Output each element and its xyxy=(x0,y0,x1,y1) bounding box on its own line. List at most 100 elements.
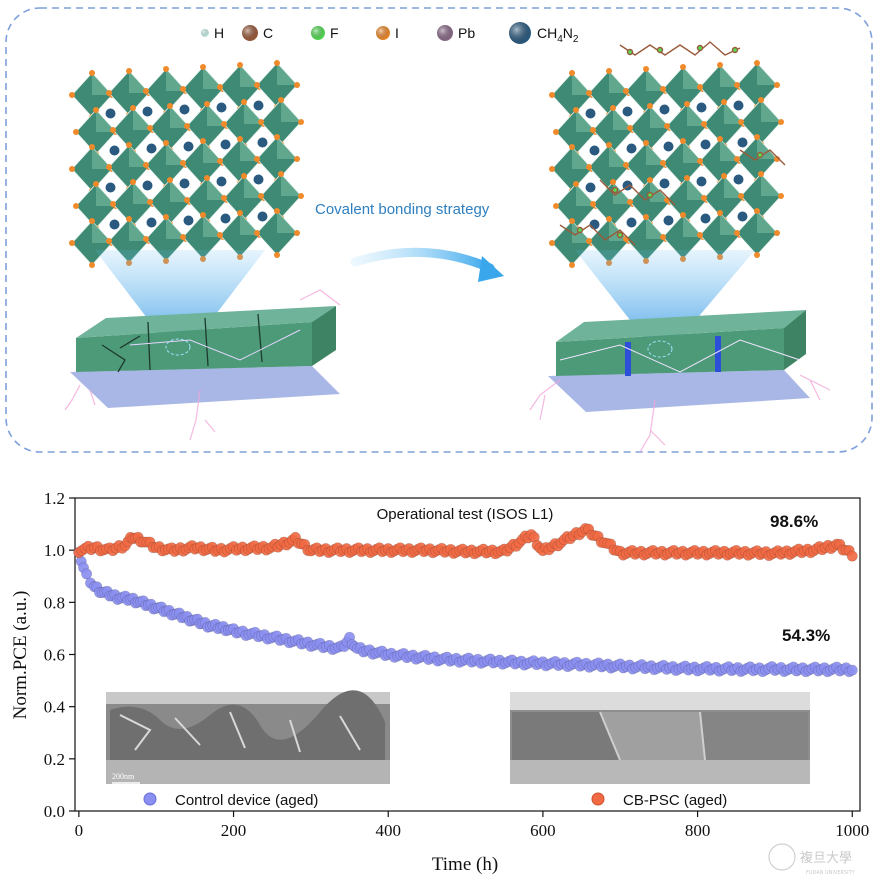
iodine-atom xyxy=(217,84,223,90)
y-tick-label: 0.6 xyxy=(44,646,65,665)
chart-legend: Control device (aged) CB-PSC (aged) xyxy=(143,792,727,809)
iodine-atom xyxy=(697,84,703,90)
iodine-atom xyxy=(130,105,136,111)
fa-cation xyxy=(626,143,637,154)
iodine-atom xyxy=(241,99,247,105)
fa-cation xyxy=(142,180,153,191)
fa-cation xyxy=(105,182,116,193)
legend-label-c: C xyxy=(263,25,273,41)
iodine-atom xyxy=(217,158,223,164)
fluorine-atom xyxy=(611,186,619,194)
iodine-atom xyxy=(258,193,264,199)
sem-inset-control: 200nm xyxy=(106,690,390,784)
iodine-atom xyxy=(754,252,760,258)
university-seal xyxy=(768,843,796,871)
legend-marker-control xyxy=(143,792,157,806)
fa-cation xyxy=(659,104,670,115)
iodine-atom xyxy=(697,158,703,164)
fluorine-atom xyxy=(731,46,739,54)
iodine-atom xyxy=(664,123,670,129)
y-tick-label: 0.2 xyxy=(44,750,65,769)
iodine-atom xyxy=(643,214,649,220)
iodine-atom xyxy=(163,140,169,146)
legend-label-i: I xyxy=(395,25,399,41)
iodine-atom xyxy=(274,60,280,66)
iodine-atom xyxy=(721,99,727,105)
strategy-label: Covalent bonding strategy xyxy=(315,201,490,218)
iodine-atom xyxy=(89,218,95,224)
fa-cation xyxy=(179,178,190,189)
schematic-border xyxy=(5,7,873,453)
fa-cation xyxy=(105,108,116,119)
y-tick-label: 1.2 xyxy=(44,489,65,508)
iodine-atom xyxy=(89,70,95,76)
iodine-atom xyxy=(298,193,304,199)
fa-cation xyxy=(253,100,264,111)
data-point xyxy=(81,568,93,580)
fluorine-atom xyxy=(616,231,624,239)
iodine-atom xyxy=(204,101,210,107)
y-tick-label: 1.0 xyxy=(44,541,65,560)
fa-cation xyxy=(179,104,190,115)
iodine-atom xyxy=(586,90,592,96)
iodine-atom xyxy=(573,107,579,113)
fa-cation xyxy=(733,174,744,185)
fluorine-atom xyxy=(646,191,654,199)
iodine-atom xyxy=(130,179,136,185)
iodine-atom xyxy=(274,134,280,140)
iodine-atom xyxy=(274,208,280,214)
legend-marker-cb xyxy=(591,792,605,806)
iodine-atom xyxy=(163,214,169,220)
data-point xyxy=(846,664,858,676)
iodine-atom xyxy=(684,175,690,181)
fa-cation xyxy=(737,137,748,148)
iodine-atom xyxy=(647,103,653,109)
iodine-atom xyxy=(758,97,764,103)
control-final-label: 54.3% xyxy=(782,626,830,645)
fa-cation xyxy=(622,106,633,117)
transformation-arrow xyxy=(350,247,495,273)
iodine-atom xyxy=(660,160,666,166)
inset-scale-label: 200nm xyxy=(112,772,135,781)
iodine-atom xyxy=(126,68,132,74)
iodine-atom xyxy=(717,210,723,216)
iodine-atom xyxy=(774,156,780,162)
legend-label-ch4n2: CH4N2 xyxy=(537,25,579,45)
iodine-atom xyxy=(754,60,760,66)
fa-cation xyxy=(696,102,707,113)
iodine-atom xyxy=(294,230,300,236)
fa-cation xyxy=(663,141,674,152)
iodine-atom xyxy=(573,181,579,187)
iodine-atom xyxy=(553,129,559,135)
iodine-atom xyxy=(701,121,707,127)
fa-cation xyxy=(220,139,231,150)
fluorine-atom xyxy=(756,151,764,159)
arrow-head xyxy=(478,256,504,282)
iodine-atom xyxy=(549,166,555,172)
iodine-atom xyxy=(684,101,690,107)
polymer-chain xyxy=(559,224,636,246)
iodine-atom xyxy=(258,119,264,125)
iodine-atom xyxy=(278,97,284,103)
iodine-atom xyxy=(734,230,740,236)
schematic-panel: H C F I Pb CH4N2 xyxy=(5,7,873,453)
polymer-chains xyxy=(559,41,786,246)
fa-cation xyxy=(183,141,194,152)
fluorine-atom xyxy=(656,46,664,54)
right-light-beam xyxy=(575,250,755,348)
iodine-atom xyxy=(221,121,227,127)
iodine-atom xyxy=(738,193,744,199)
iodine-atom xyxy=(774,230,780,236)
iodine-atom xyxy=(721,173,727,179)
iodine-atom xyxy=(237,136,243,142)
iodine-atom xyxy=(184,123,190,129)
iodine-atom xyxy=(110,127,116,133)
fa-cation xyxy=(216,102,227,113)
iodine-atom xyxy=(167,103,173,109)
iodine-atom xyxy=(697,232,703,238)
iodine-atom xyxy=(660,86,666,92)
iodine-atom xyxy=(778,119,784,125)
iodine-atom xyxy=(93,181,99,187)
iodine-atom xyxy=(167,177,173,183)
iodine-atom xyxy=(680,64,686,70)
